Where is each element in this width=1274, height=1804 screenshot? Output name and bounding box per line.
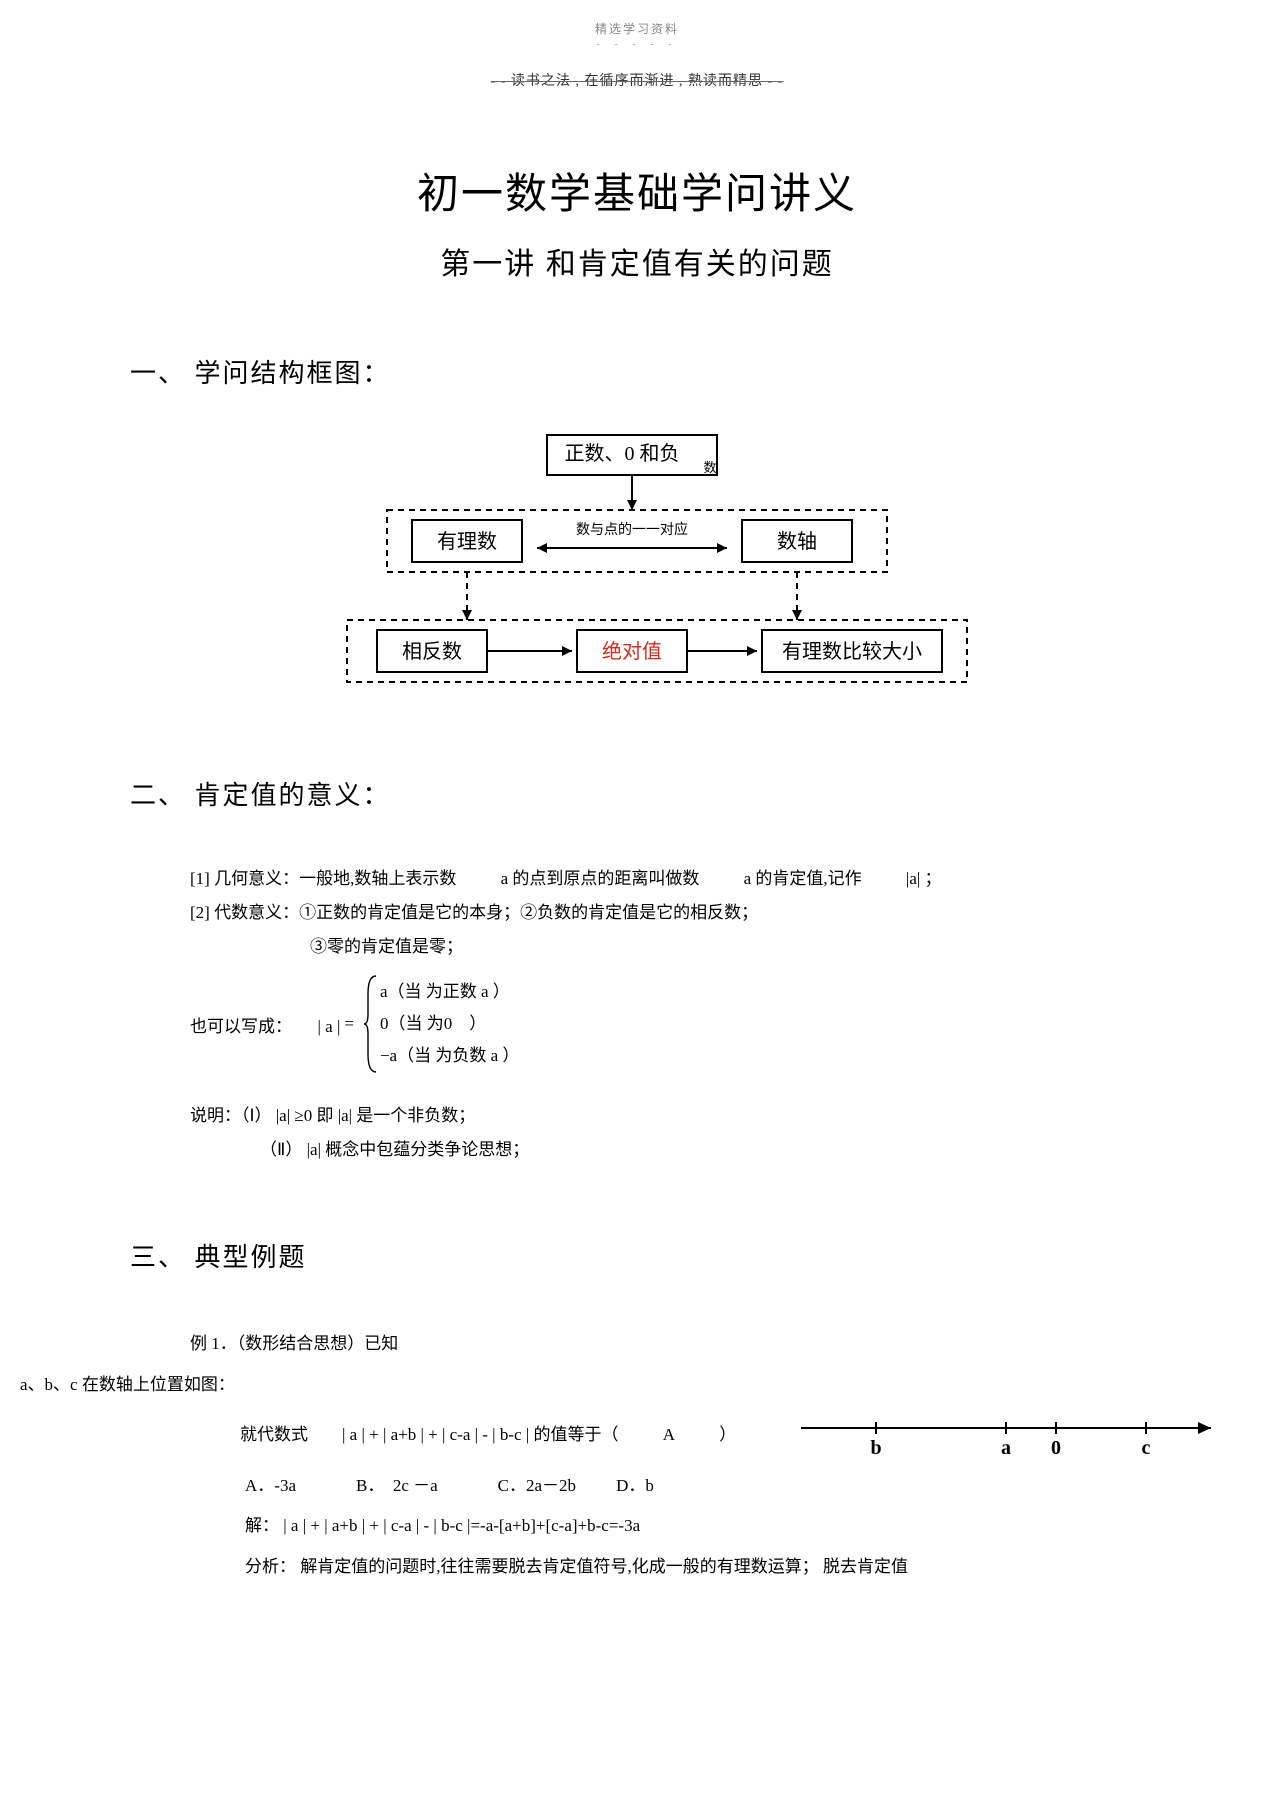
gm-part1: [1] 几何意义：一般地,数轴上表示数 <box>190 869 456 888</box>
gm-part4: |a| ； <box>906 869 942 888</box>
header-quote: - - 读书之法 , 在循序而渐进 , 熟读而精思 - - <box>0 70 1274 90</box>
section3-heading: 三、 典型例题 <box>130 1237 1274 1274</box>
diagram-node-axis: 数轴 <box>777 530 817 553</box>
lecture-subtitle: 第一讲 和肯定值有关的问题 <box>0 239 1274 283</box>
main-title: 初一数学基础学问讲义 <box>0 160 1274 221</box>
expr-a: 就代数式 | a | + | a+b | + | c-a | - | b-c |… <box>240 1425 618 1444</box>
option-c: C．2a－2b <box>498 1476 576 1495</box>
watermark-text: 精选学习资料 <box>0 20 1274 37</box>
case-positive: a（当 为正数 a ） <box>380 976 519 1008</box>
diagram-node-top: 正数、0 和负 <box>565 442 680 465</box>
formula-lead: 也可以写成： | a | <box>190 1012 340 1037</box>
numline-label-a: a <box>1001 1437 1011 1459</box>
option-b: B． 2c －a <box>356 1476 438 1495</box>
note-2: （Ⅱ） |a| 概念中包蕴分类争论思想； <box>190 1133 1154 1167</box>
numline-label-0: 0 <box>1051 1437 1061 1459</box>
gm-part2: a 的点到原点的距离叫做数 <box>501 869 700 888</box>
option-d: D．b <box>616 1476 654 1495</box>
geom-meaning-line: [1] 几何意义：一般地,数轴上表示数 a 的点到原点的距离叫做数 a 的肯定值… <box>190 862 1154 896</box>
ex1-solution: 解： | a | + | a+b | + | c-a | - | b-c |=-… <box>245 1506 1274 1547</box>
numline-label-c: c <box>1142 1437 1151 1459</box>
ex1-options: A．-3a B． 2c －a C．2a－2b D．b <box>245 1466 1274 1507</box>
ex1-lead: 例 1．（数形结合思想）已知 <box>190 1324 1274 1365</box>
ex1-expression: 就代数式 | a | + | a+b | + | c-a | - | b-c |… <box>240 1415 736 1456</box>
alg-meaning-line: [2] 代数意义：①正数的肯定值是它的本身；②负数的肯定值是它的相反数； <box>190 896 1154 930</box>
numline-label-b: b <box>871 1437 882 1459</box>
formula-eq: = <box>344 1014 354 1034</box>
diagram-mid-label: 数与点的一一对应 <box>576 521 688 538</box>
diagram-node-rational: 有理数 <box>437 530 497 553</box>
option-a: A．-3a <box>245 1476 296 1495</box>
document-page: 精选学习资料 - - - - - - - 读书之法 , 在循序而渐进 , 熟读而… <box>0 0 1274 1628</box>
section2-body: [1] 几何意义：一般地,数轴上表示数 a 的点到原点的距离叫做数 a 的肯定值… <box>190 862 1154 964</box>
left-brace-icon <box>362 974 380 1074</box>
piecewise-formula: 也可以写成： | a | = a（当 为正数 a ） 0（当 为0 ） −a（当… <box>190 974 1274 1074</box>
watermark-dots: - - - - - <box>0 39 1274 50</box>
ex1-analysis: 分析： 解肯定值的问题时,往往需要脱去肯定值符号,化成一般的有理数运算； 脱去肯… <box>245 1547 1274 1588</box>
expr-answer-letter: A <box>663 1425 675 1444</box>
note-1: 说明：（Ⅰ） |a| ≥0 即 |a| 是一个非负数； <box>190 1099 1154 1133</box>
expr-c: ） <box>719 1425 736 1444</box>
diagram-svg: 正数、0 和负 数 有理数 数与点的一一对应 数轴 <box>287 430 987 690</box>
diagram-node-absolute: 绝对值 <box>602 640 662 663</box>
piecewise-cases: a（当 为正数 a ） 0（当 为0 ） −a（当 为负数 a ） <box>380 976 519 1073</box>
concept-diagram: 正数、0 和负 数 有理数 数与点的一一对应 数轴 <box>287 430 987 695</box>
section2-heading: 二、 肯定值的意义： <box>130 775 1274 812</box>
number-line-diagram: b a 0 c <box>796 1406 1226 1466</box>
section1-heading: 一、 学问结构框图： <box>130 353 1274 390</box>
ex1-condition: a、b、c 在数轴上位置如图： <box>20 1365 1274 1406</box>
notes-block: 说明：（Ⅰ） |a| ≥0 即 |a| 是一个非负数； （Ⅱ） |a| 概念中包… <box>190 1099 1154 1167</box>
example-1: 例 1．（数形结合思想）已知 a、b、c 在数轴上位置如图： 就代数式 | a … <box>0 1324 1274 1588</box>
diagram-node-top-sub: 数 <box>703 460 716 475</box>
case-negative: −a（当 为负数 a ） <box>380 1040 519 1072</box>
ex1-question-row: 就代数式 | a | + | a+b | + | c-a | - | b-c |… <box>240 1406 1274 1466</box>
diagram-node-opposite: 相反数 <box>402 640 462 663</box>
case-zero: 0（当 为0 ） <box>380 1008 519 1040</box>
diagram-node-compare: 有理数比较大小 <box>782 640 922 663</box>
gm-part3: a 的肯定值,记作 <box>744 869 862 888</box>
alg-meaning-line3: ③零的肯定值是零； <box>190 930 1154 964</box>
